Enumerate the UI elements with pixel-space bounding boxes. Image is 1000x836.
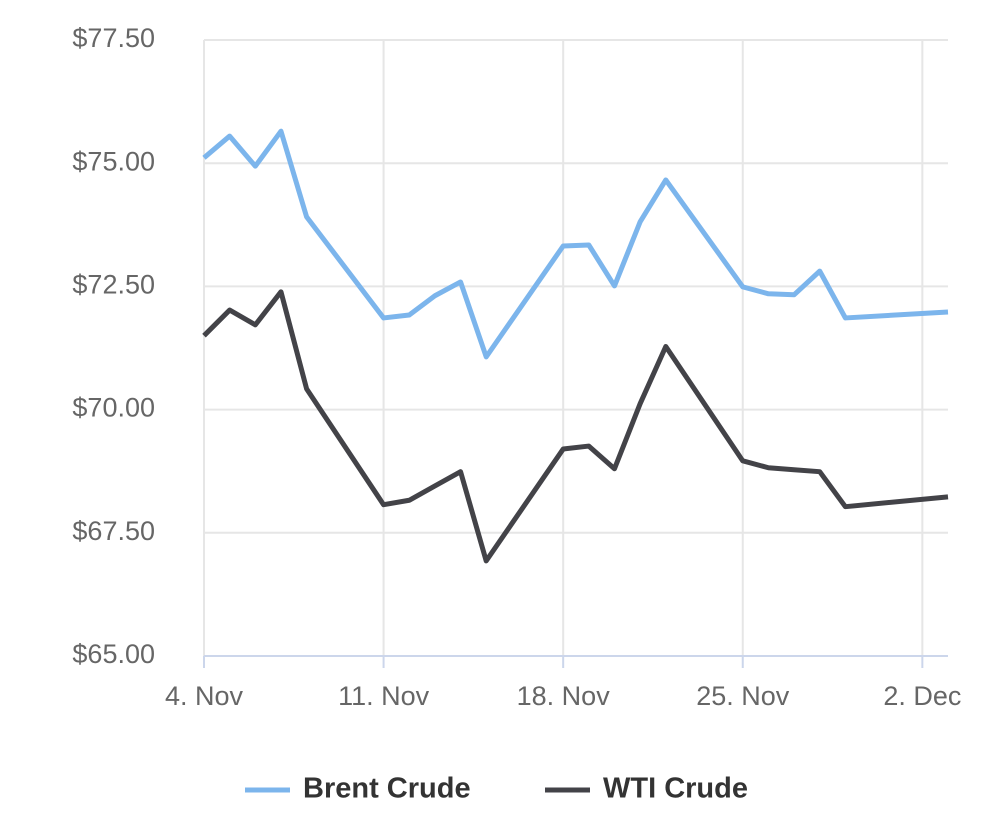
x-tick-label: 25. Nov xyxy=(696,681,790,711)
y-tick-label: $77.50 xyxy=(72,23,155,53)
series-line xyxy=(202,128,949,360)
x-tick-label: 4. Nov xyxy=(165,681,244,711)
y-tick-label: $65.00 xyxy=(72,639,155,669)
legend-text: Brent Crude xyxy=(303,773,471,805)
x-tick-label: 11. Nov xyxy=(338,681,430,711)
series-line xyxy=(202,289,949,564)
x-tick-label: 2. Dec xyxy=(883,681,961,711)
y-tick-label: $70.00 xyxy=(72,393,155,423)
legend-text: WTI Crude xyxy=(603,773,748,805)
y-tick-label: $67.50 xyxy=(72,516,155,546)
y-tick-label: $72.50 xyxy=(72,270,155,300)
y-tick-label: $75.00 xyxy=(72,146,155,176)
x-tick-label: 18. Nov xyxy=(517,681,611,711)
